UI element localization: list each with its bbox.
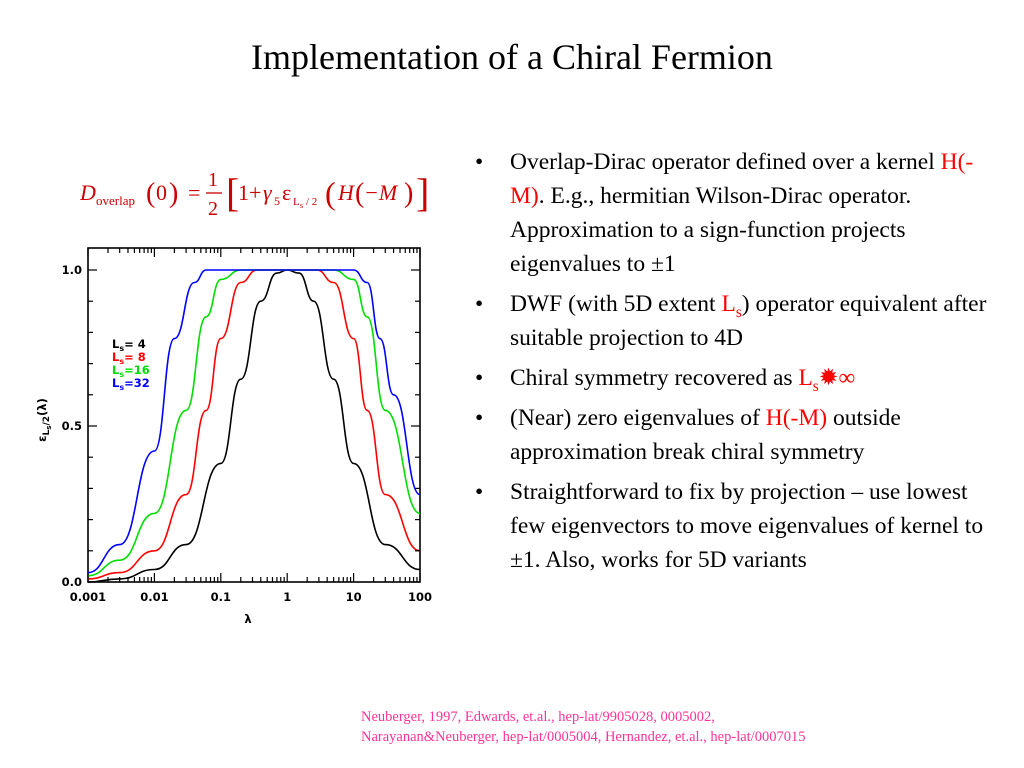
formula-paren-open: ( [146,178,155,209]
formula-one-plus: 1+ [238,180,261,205]
reference-footnote: Neuberger, 1997, Edwards, et.al., hep-la… [361,707,921,747]
legend-entry-4: Ls=32 [112,376,150,392]
formula-gamma: γ [263,180,273,205]
page-title: Implementation of a Chiral Fermion [251,37,773,77]
formula-equals: = [188,180,200,205]
formula-paren-close: ) [169,178,178,209]
bullet-text-post: outside approximation break chiral symme… [510,405,901,465]
x-axis-label: λ [244,612,251,626]
formula-H: H [337,180,355,205]
formula-paren3-open: ( [355,178,364,209]
formula-frac-den: 2 [208,198,218,220]
plot-frame [87,247,421,583]
bullet-text-red: Ls [721,291,742,321]
formula-frac-num: 1 [208,169,218,191]
bullet-text-pre: Straightforward to fix by projection – u… [510,479,984,573]
x-tick-label: 100 [408,590,432,604]
eigenvalue-chart: 0.001 0.01 0.1 1 10 100 0.0 0.5 1.0 λ εLs/2(λ) L… [35,247,432,626]
bullet-list: • Overlap-Dirac operator defined over a … [470,145,1005,583]
bullet-dot: • [475,149,484,175]
x-tick-label: 1 [283,590,291,604]
bullet-text-pre: Chiral symmetry recovered as [510,365,799,391]
formula-bracket-close: ] [416,170,429,215]
y-axis-label: εLs/2(λ) [35,398,53,442]
bullet-text-post: . E.g., hermitian Wilson-Dirac operator.… [510,183,912,277]
legend-entry-3: Ls=16 [112,363,150,379]
formula-lhs: D [80,180,96,205]
bullet-dot: • [475,405,484,431]
chart-curves [87,269,421,583]
bullet-item-5: • Straightforward to fix by projection –… [470,475,1005,577]
x-tick-label: 10 [346,590,362,604]
y-tick-label: 0.5 [62,419,82,433]
overlap-formula: D overlap ( 0 ) = 1 2 [ 1+ γ 5 ε L s / 2… [80,169,429,220]
reference-line-1: Neuberger, 1997, Edwards, et.al., hep-la… [361,709,715,725]
formula-gamma-sub: 5 [274,194,280,208]
bullet-item-3: • Chiral symmetry recovered as Ls✹∞ [470,361,1005,395]
formula-eps-sub: L [293,196,300,208]
formula-eps: ε [282,180,291,205]
y-tick-label: 1.0 [62,263,82,277]
bullet-item-4: • (Near) zero eigenvalues of H(-M) outsi… [470,401,1005,469]
x-tick-label: 0.001 [70,590,106,604]
bullet-dot: • [475,365,484,391]
bullet-text-pre: (Near) zero eigenvalues of [510,405,766,431]
bullet-text-red: H(-M) [510,149,974,209]
bullet-item-1: • Overlap-Dirac operator defined over a … [470,145,1005,281]
formula-paren3-close: ) [404,178,413,209]
series-line-4 [87,269,421,574]
formula-paren2-open: ( [325,175,336,211]
bullet-dot: • [475,479,484,505]
series-line-1 [87,269,421,583]
bullet-text-post: ) operator equivalent after suitable pro… [510,291,987,351]
formula-eps-subsub: s [300,201,303,210]
formula-bracket-open: [ [226,170,239,215]
y-tick-label: 0.0 [62,575,82,589]
bullet-item-2: • DWF (with 5D extent Ls) operator equiv… [470,287,1005,355]
formula-lhs-sub: overlap [96,193,135,208]
bullet-text-red: H(-M) [765,405,828,431]
bullet-text-red: Ls✹∞ [798,365,856,395]
x-tick-label: 0.1 [211,590,231,604]
bullet-text-pre: Overlap-Dirac operator defined over a ke… [510,149,941,175]
x-tick-label: 0.01 [140,590,168,604]
formula-eps-sub-tail: / 2 [306,196,317,208]
formula-minus-M: −M [364,180,399,205]
reference-line-2: Narayanan&Neuberger, hep-lat/0005004, He… [361,729,806,745]
chart-ticks: 0.001 0.01 0.1 1 10 100 0.0 0.5 1.0 [62,248,432,604]
legend-entry-2: Ls= 8 [112,350,146,366]
bullet-dot: • [475,291,484,317]
formula-arg: 0 [156,180,167,205]
legend-entry-1: Ls= 4 [112,337,146,353]
bullet-text-pre: DWF (with 5D extent [510,291,722,317]
